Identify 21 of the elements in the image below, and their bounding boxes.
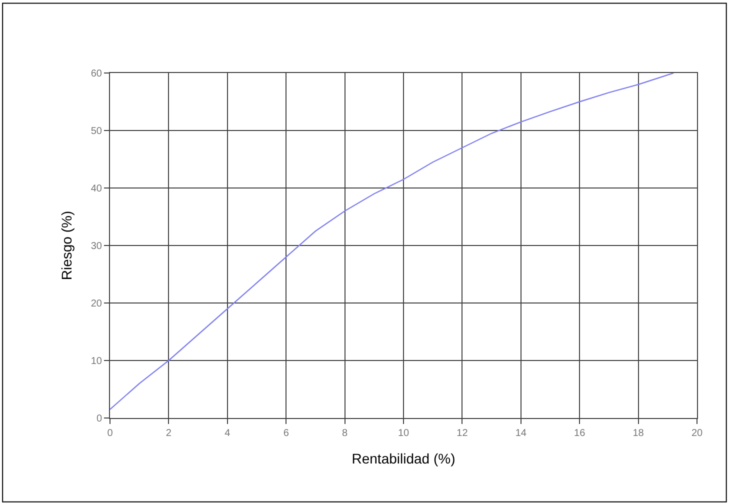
x-tick-label: 16 — [574, 428, 586, 439]
x-tick-label: 6 — [283, 428, 290, 439]
x-tick-label: 20 — [691, 428, 703, 439]
x-tick-label: 12 — [456, 428, 468, 439]
x-tick-label: 8 — [342, 428, 348, 439]
x-tick-label: 4 — [224, 428, 231, 439]
y-tick-label: 30 — [90, 241, 102, 252]
x-axis-title: Rentabilidad (%) — [352, 450, 456, 466]
x-tick-label: 0 — [107, 428, 114, 439]
y-tick-label: 40 — [90, 184, 102, 194]
y-tick-label: 60 — [90, 68, 102, 80]
x-tick-label: 10 — [398, 428, 410, 439]
x-tick-label: 2 — [166, 428, 172, 439]
y-axis-title: Riesgo (%) — [58, 210, 74, 280]
y-tick-label: 10 — [90, 356, 102, 367]
line-series — [110, 73, 674, 410]
y-tick-label: 20 — [90, 298, 102, 310]
x-tick-label: 18 — [632, 428, 644, 439]
y-tick-label: 50 — [90, 126, 102, 137]
y-tick-label: 0 — [96, 414, 102, 424]
x-tick-label: 14 — [515, 428, 527, 439]
